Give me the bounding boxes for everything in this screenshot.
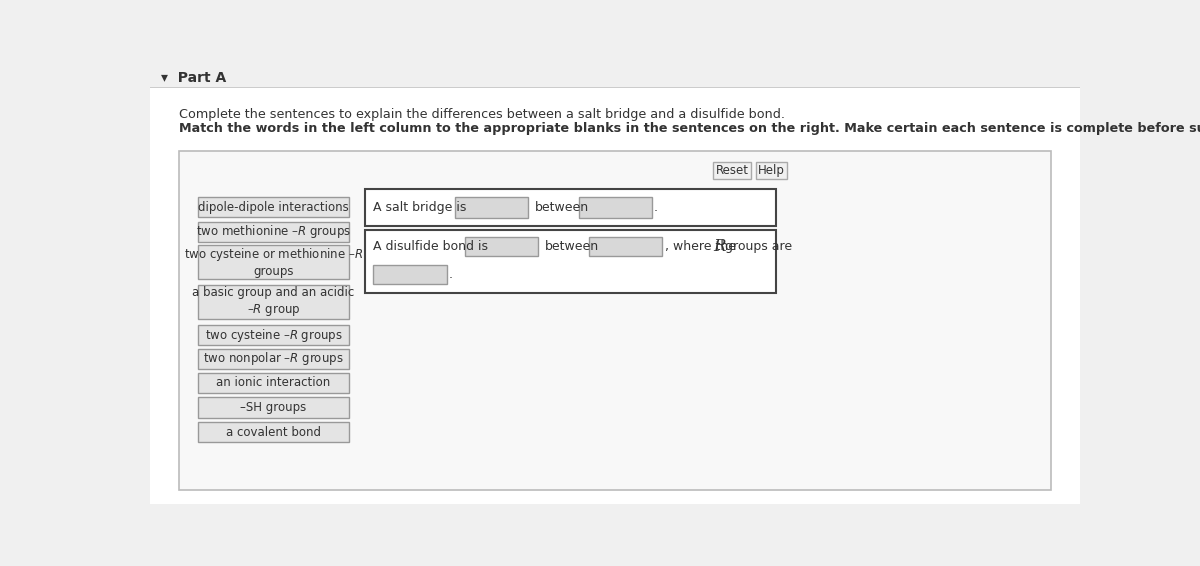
Bar — [366, 230, 776, 293]
Text: , where the: , where the — [665, 240, 740, 253]
Bar — [198, 349, 349, 369]
Text: Help: Help — [758, 164, 785, 177]
Bar — [198, 422, 349, 442]
Text: between: between — [534, 201, 588, 214]
Bar — [198, 397, 349, 418]
Text: Reset: Reset — [715, 164, 749, 177]
Bar — [198, 222, 349, 242]
Bar — [198, 245, 349, 279]
Bar — [455, 196, 528, 218]
Bar — [150, 87, 1080, 88]
Bar — [198, 198, 349, 217]
Text: .: . — [449, 268, 452, 281]
Text: R: R — [714, 238, 726, 255]
Text: two methionine –$R$ groups: two methionine –$R$ groups — [196, 224, 352, 241]
Bar — [373, 265, 446, 284]
Text: ▾  Part A: ▾ Part A — [161, 71, 226, 85]
Text: Match the words in the left column to the appropriate blanks in the sentences on: Match the words in the left column to th… — [180, 122, 1200, 135]
Bar — [589, 237, 662, 256]
Text: Complete the sentences to explain the differences between a salt bridge and a di: Complete the sentences to explain the di… — [180, 108, 786, 121]
Text: two cysteine –$R$ groups: two cysteine –$R$ groups — [205, 327, 342, 344]
Text: a basic group and an acidic
–$R$ group: a basic group and an acidic –$R$ group — [192, 286, 355, 318]
Bar — [198, 285, 349, 319]
Text: an ionic interaction: an ionic interaction — [216, 376, 331, 389]
Bar — [464, 237, 539, 256]
Bar — [366, 189, 776, 226]
Text: .: . — [654, 201, 658, 214]
Text: two cysteine or methionine –$R$
groups: two cysteine or methionine –$R$ groups — [184, 246, 364, 278]
Text: groups are: groups are — [721, 240, 792, 253]
Text: A disulfide bond is: A disulfide bond is — [373, 240, 488, 253]
Text: two nonpolar –$R$ groups: two nonpolar –$R$ groups — [203, 350, 344, 367]
Bar — [578, 196, 653, 218]
Text: between: between — [545, 240, 599, 253]
Bar — [150, 68, 1080, 88]
Text: –SH groups: –SH groups — [240, 401, 307, 414]
Bar — [198, 373, 349, 393]
Bar — [714, 162, 751, 179]
Bar — [198, 325, 349, 345]
Text: dipole-dipole interactions: dipole-dipole interactions — [198, 201, 349, 214]
Text: A salt bridge is: A salt bridge is — [373, 201, 467, 214]
Text: a covalent bond: a covalent bond — [226, 426, 322, 439]
Bar — [756, 162, 787, 179]
Bar — [180, 151, 1050, 490]
